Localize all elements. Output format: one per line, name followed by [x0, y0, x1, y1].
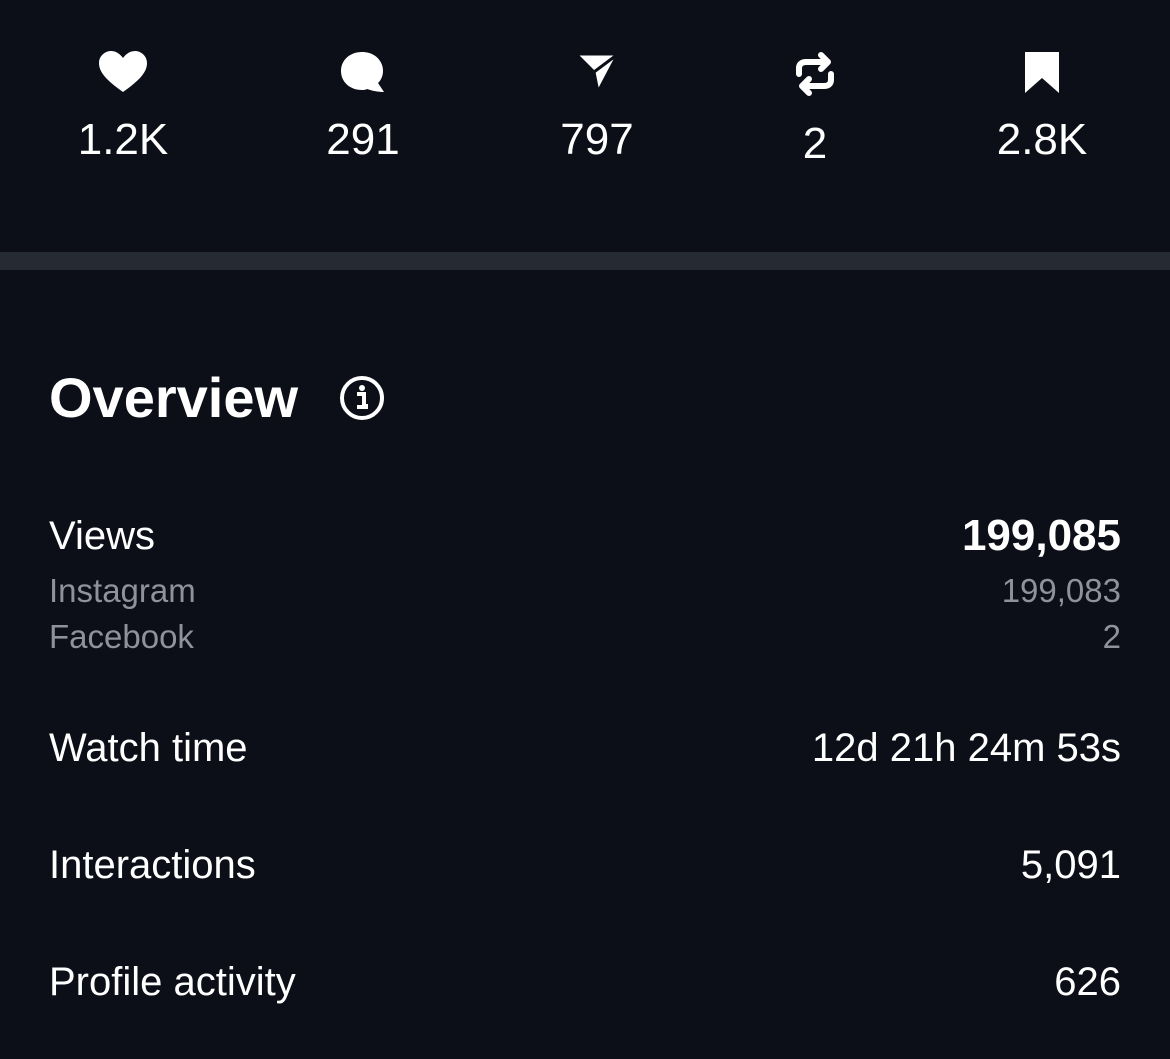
repost-icon: [796, 52, 834, 96]
row-label: Profile activity: [49, 960, 296, 1004]
reposts-stat[interactable]: 2: [715, 50, 915, 168]
section-title: Overview: [49, 366, 299, 429]
stat-value: 797: [560, 115, 634, 164]
row-value: 199,083: [1001, 572, 1121, 609]
saves-stat[interactable]: 2.8K: [942, 50, 1142, 164]
send-icon: [574, 52, 620, 94]
divider: [0, 252, 1170, 270]
likes-stat[interactable]: 1.2K: [23, 50, 223, 164]
metric-row: Profile activity 626: [49, 958, 1121, 1006]
stat-value: 1.2K: [77, 115, 169, 164]
row-label: Interactions: [49, 843, 256, 887]
stat-value: 291: [326, 115, 400, 164]
row-label: Watch time: [49, 726, 248, 770]
row-label: Views: [49, 514, 155, 558]
views-row: Views 199,085: [49, 512, 1121, 560]
bookmark-icon: [1025, 52, 1059, 93]
row-value: 12d 21h 24m 53s: [811, 726, 1121, 770]
row-label: Instagram: [49, 572, 196, 609]
breakdown-row: Facebook 2: [49, 617, 1121, 657]
shares-stat[interactable]: 797: [497, 50, 697, 164]
row-label: Facebook: [49, 618, 194, 655]
row-value: 2: [1102, 618, 1121, 655]
comments-stat[interactable]: 291: [263, 50, 463, 164]
stat-value: 2: [802, 119, 828, 168]
info-icon[interactable]: [338, 374, 386, 422]
stat-value: 2.8K: [996, 115, 1088, 164]
comment-icon: [341, 52, 384, 92]
row-value: 5,091: [1020, 843, 1121, 887]
row-value: 199,085: [961, 511, 1121, 560]
metric-row: Watch time 12d 21h 24m 53s: [49, 724, 1121, 772]
heart-icon: [99, 51, 147, 92]
metric-row: Interactions 5,091: [49, 841, 1121, 889]
breakdown-row: Instagram 199,083: [49, 571, 1121, 611]
row-value: 626: [1054, 960, 1121, 1004]
